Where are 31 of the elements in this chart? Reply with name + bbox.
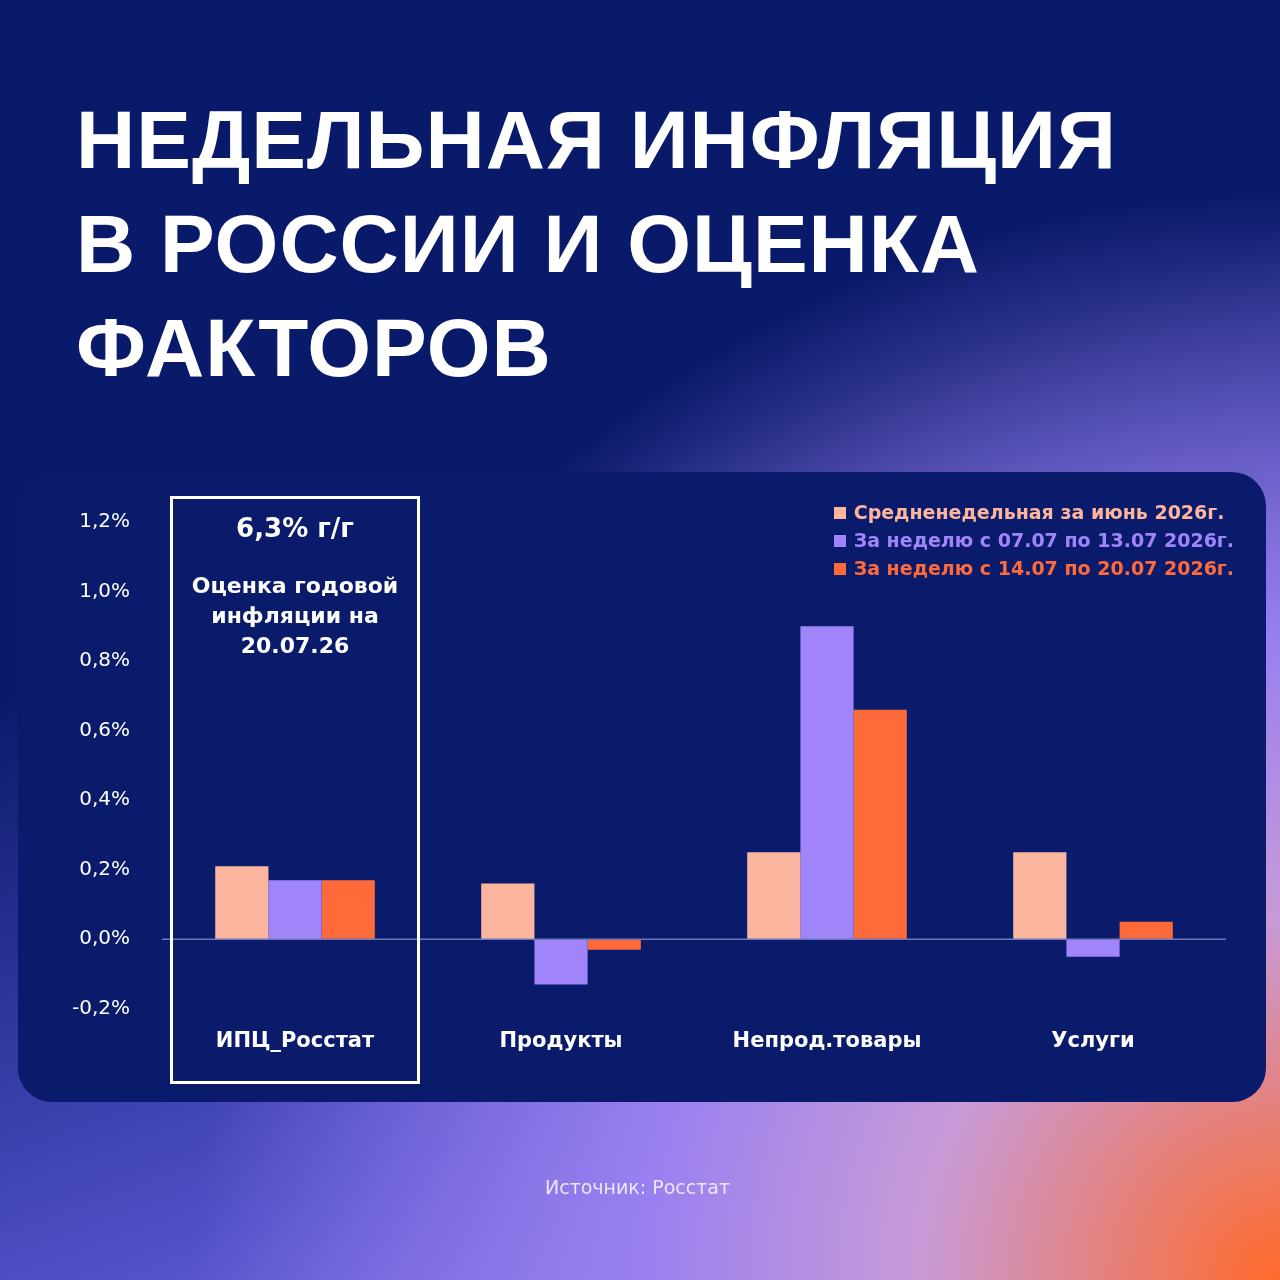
legend-label: За неделю с 07.07 по 13.07 2026г. bbox=[852, 528, 1234, 553]
y-tick-label: 0,0% bbox=[79, 925, 131, 950]
x-tick-label: ИПЦ_Росстат bbox=[215, 1027, 376, 1052]
legend-label: За неделю с 14.07 по 20.07 2026г. bbox=[852, 556, 1234, 581]
x-tick-label: Услуги bbox=[1051, 1027, 1135, 1052]
bar bbox=[587, 939, 641, 950]
bar bbox=[215, 866, 269, 940]
bar bbox=[853, 709, 907, 940]
y-tick-label: 0,2% bbox=[79, 855, 131, 880]
bar bbox=[1119, 921, 1173, 940]
bar bbox=[321, 880, 375, 940]
bar bbox=[1066, 939, 1120, 957]
y-tick-label: 0,4% bbox=[79, 786, 131, 811]
y-tick-label: -0,2% bbox=[72, 995, 131, 1019]
text: Источник: Росстат bbox=[545, 1176, 731, 1198]
legend-label: Средненедельная за июнь 2026г. bbox=[852, 500, 1226, 525]
y-tick-label: 0,6% bbox=[79, 716, 131, 741]
bar bbox=[800, 626, 854, 940]
x-tick-label: Непрод.товары bbox=[732, 1027, 922, 1052]
annotation: Оценка годовой инфляции на 20.07.26 bbox=[190, 572, 400, 660]
y-tick-label: 0,8% bbox=[79, 647, 131, 672]
y-tick-label: 1,2% bbox=[79, 508, 131, 533]
bar bbox=[534, 939, 588, 985]
y-tick-label: 1,0% bbox=[79, 577, 131, 602]
chart-title: НЕДЕЛЬНАЯ ИНФЛЯЦИЯ В РОССИИ И ОЦЕНКА ФАКТОРОВ bbox=[76, 93, 1118, 395]
bar bbox=[268, 880, 322, 940]
bar bbox=[481, 883, 535, 940]
bar bbox=[747, 852, 801, 940]
bar bbox=[1013, 852, 1067, 940]
x-tick-label: Продукты bbox=[499, 1027, 623, 1052]
annotation: 6,3% г/г bbox=[235, 513, 355, 543]
